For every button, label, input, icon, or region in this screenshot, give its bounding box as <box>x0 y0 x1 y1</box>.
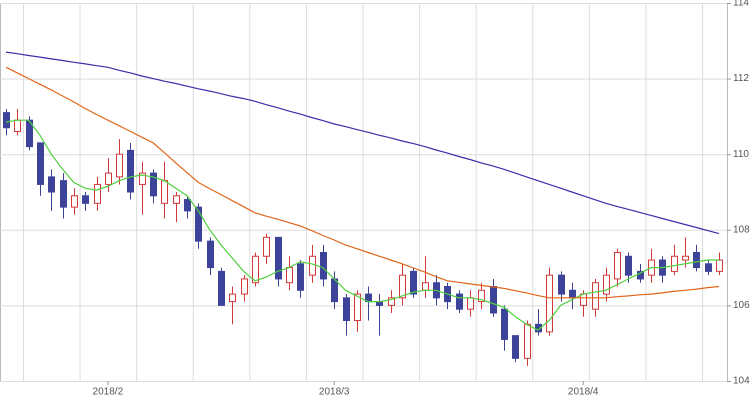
candle-body <box>558 274 565 295</box>
candle-body <box>478 289 485 303</box>
candle-body <box>512 335 519 359</box>
candle-body <box>139 172 146 185</box>
y-tick-label: 110 <box>733 149 749 160</box>
candle-body <box>569 289 576 299</box>
y-tick-label: 106 <box>733 300 750 311</box>
candle-body <box>524 323 531 359</box>
candle-body <box>60 180 67 208</box>
candle-body <box>173 195 180 204</box>
candle-body <box>161 180 168 204</box>
candle-body <box>127 149 134 193</box>
candle-body <box>343 297 350 322</box>
candle-body <box>535 323 542 333</box>
candle-body <box>218 270 225 306</box>
candle-body <box>309 255 316 276</box>
candle-body <box>388 297 395 306</box>
candle-body <box>546 274 553 333</box>
moving-average-line <box>5 51 720 235</box>
candle-body <box>14 119 21 133</box>
candle-body <box>150 172 157 197</box>
candle-body <box>456 293 463 310</box>
candle-body <box>490 286 497 314</box>
candle-body <box>26 119 33 148</box>
candle-body <box>580 293 587 306</box>
candle-body <box>603 274 610 295</box>
candle-body <box>716 259 723 272</box>
candle-body <box>94 183 101 204</box>
moving-average-line <box>5 66 720 299</box>
y-tick-label: 112 <box>733 73 749 84</box>
candle-body <box>71 195 78 208</box>
y-tick-label: 114 <box>733 0 749 9</box>
plot-area <box>0 3 728 382</box>
candle-body <box>37 142 44 185</box>
candle-body <box>275 236 282 280</box>
candle-body <box>252 255 259 284</box>
x-tick-label: 2018/2 <box>93 387 124 398</box>
candle-body <box>241 278 248 295</box>
candle-body <box>614 251 621 280</box>
candle-body <box>48 176 55 193</box>
candle-body <box>207 240 214 269</box>
candle-body <box>410 270 417 295</box>
candle-body <box>297 263 304 291</box>
candle-body <box>592 282 599 310</box>
x-tick-label: 2018/4 <box>568 387 599 398</box>
candle-body <box>693 251 700 269</box>
candle-body <box>3 112 10 129</box>
candle-body <box>422 282 429 291</box>
moving-average-line <box>5 119 719 331</box>
candle-body <box>286 267 293 284</box>
candle-body <box>467 297 474 310</box>
candle-body <box>229 293 236 303</box>
candle-body <box>625 255 632 276</box>
y-tick-label: 104 <box>733 376 750 387</box>
candle-body <box>195 206 202 242</box>
candle-body <box>184 199 191 212</box>
candle-body <box>501 308 508 340</box>
candle-body <box>682 255 689 261</box>
candle-body <box>105 172 112 185</box>
candle-body <box>331 278 338 303</box>
candle-body <box>705 263 712 272</box>
candle-body <box>320 251 327 280</box>
x-tick-label: 2018/3 <box>319 387 350 398</box>
candle-body <box>637 270 644 280</box>
candle-body <box>116 153 123 178</box>
y-tick-label: 108 <box>733 224 750 235</box>
candle-body <box>399 274 406 299</box>
candle-body <box>263 236 270 257</box>
candle-body <box>671 255 678 272</box>
candle-body <box>82 195 89 204</box>
candle-body <box>354 293 361 322</box>
